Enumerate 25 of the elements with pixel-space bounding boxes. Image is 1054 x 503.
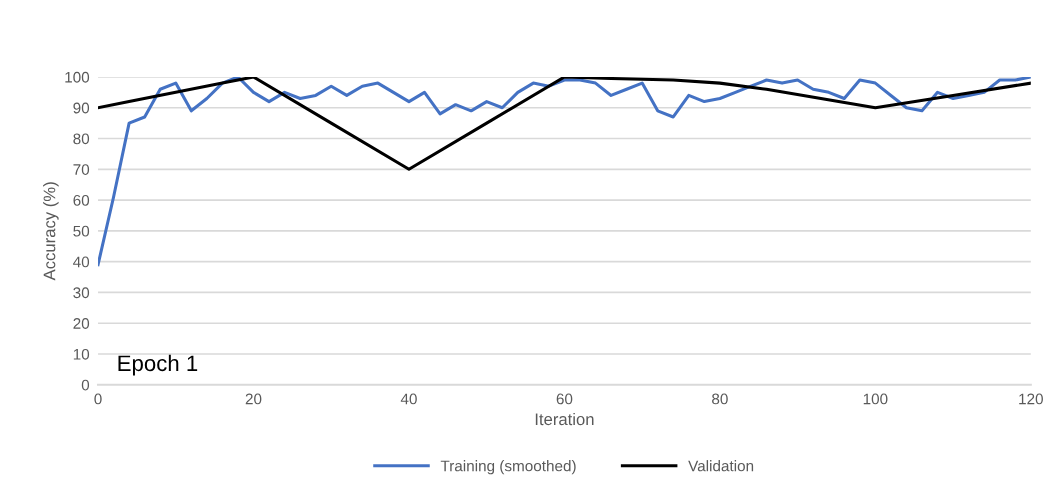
y-tick-label: 100 — [65, 71, 90, 83]
y-tick-label: 0 — [81, 379, 90, 391]
legend-label: Training (smoothed) — [440, 460, 576, 475]
x-tick-label: 80 — [712, 393, 728, 405]
y-tick-label: 30 — [73, 287, 90, 299]
legend-label: Validation — [688, 460, 754, 472]
y-axis-title: Accuracy (%) — [43, 182, 59, 281]
line-series — [98, 76, 1031, 267]
y-tick-label: 90 — [73, 102, 90, 114]
line-series — [98, 76, 1031, 171]
x-tick-label: 60 — [556, 393, 573, 405]
y-tick-label: 40 — [73, 256, 90, 268]
x-tick-label: 0 — [94, 393, 102, 405]
y-tick-label: 10 — [73, 348, 90, 360]
y-tick-label: 60 — [73, 194, 90, 206]
x-tick-label: 100 — [863, 393, 888, 405]
x-axis-title: Iteration — [535, 412, 594, 426]
x-tick-label: 40 — [400, 393, 417, 405]
y-tick-label: 80 — [73, 133, 90, 145]
x-tick-label: 120 — [1019, 393, 1043, 405]
y-tick-label: 20 — [73, 318, 90, 329]
x-tick-label: 20 — [245, 393, 262, 405]
y-tick-label: 70 — [73, 164, 90, 175]
y-tick-label: 50 — [73, 225, 90, 237]
annotation: Epoch 1 — [118, 354, 198, 376]
